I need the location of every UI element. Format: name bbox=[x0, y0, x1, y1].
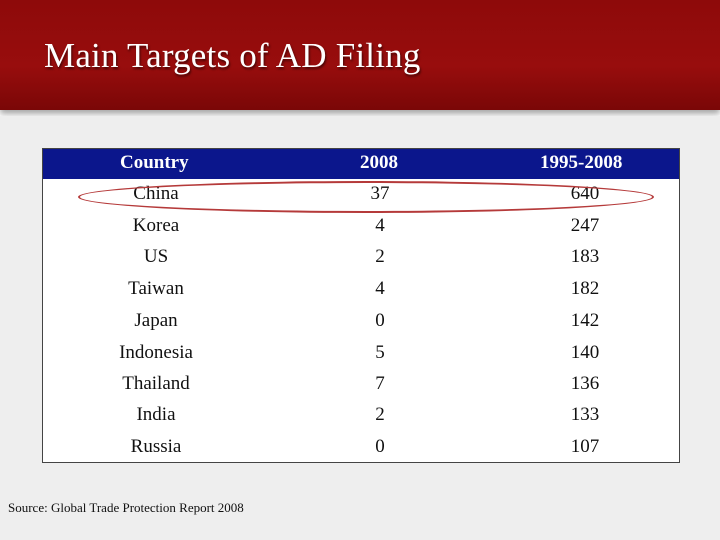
country-cell: Russia bbox=[130, 436, 182, 457]
value-1995-2008-cell: 142 bbox=[570, 310, 600, 331]
value-2008-cell: 0 bbox=[375, 436, 385, 457]
country-cell: Thailand bbox=[122, 373, 190, 394]
value-1995-2008-cell: 136 bbox=[570, 373, 600, 394]
country-cell: India bbox=[136, 404, 176, 425]
table-row: Taiwan 4 182 bbox=[43, 274, 679, 305]
value-1995-2008-cell: 140 bbox=[570, 342, 600, 363]
country-cell: US bbox=[143, 246, 169, 267]
value-2008-cell: 2 bbox=[375, 246, 385, 267]
value-2008-cell: 4 bbox=[375, 278, 385, 299]
value-2008-cell: 4 bbox=[375, 215, 385, 236]
source-note: Source: Global Trade Protection Report 2… bbox=[8, 500, 244, 515]
value-1995-2008-cell: 183 bbox=[570, 246, 600, 267]
table-row: Russia 0 107 bbox=[43, 432, 679, 463]
table-header-row: Country 2008 1995-2008 bbox=[43, 149, 679, 179]
value-2008-cell: 2 bbox=[375, 404, 385, 425]
value-1995-2008-cell: 133 bbox=[570, 404, 600, 425]
table-row: Thailand 7 136 bbox=[43, 369, 679, 400]
header-country: Country bbox=[120, 152, 189, 173]
header-1995-2008: 1995-2008 bbox=[540, 152, 623, 173]
country-cell: Taiwan bbox=[128, 278, 184, 299]
table-row: Korea 4 247 bbox=[43, 211, 679, 242]
slide-title: Main Targets of AD Filing bbox=[44, 36, 421, 75]
value-1995-2008-cell: 247 bbox=[570, 215, 600, 236]
table-row: US 2 183 bbox=[43, 242, 679, 273]
value-2008-cell: 7 bbox=[375, 373, 385, 394]
value-1995-2008-cell: 182 bbox=[570, 278, 600, 299]
table-row: Indonesia 5 140 bbox=[43, 338, 679, 369]
value-1995-2008-cell: 107 bbox=[570, 436, 600, 457]
country-cell: Korea bbox=[132, 215, 180, 236]
value-2008-cell: 0 bbox=[375, 310, 385, 331]
china-row-highlight-ellipse bbox=[78, 181, 654, 213]
table-row: India 2 133 bbox=[43, 400, 679, 431]
value-2008-cell: 5 bbox=[375, 342, 385, 363]
country-cell: Japan bbox=[134, 310, 178, 331]
title-bar: Main Targets of AD Filing bbox=[0, 0, 720, 110]
country-cell: Indonesia bbox=[119, 342, 193, 363]
table-row: Japan 0 142 bbox=[43, 306, 679, 337]
header-2008: 2008 bbox=[360, 152, 398, 173]
